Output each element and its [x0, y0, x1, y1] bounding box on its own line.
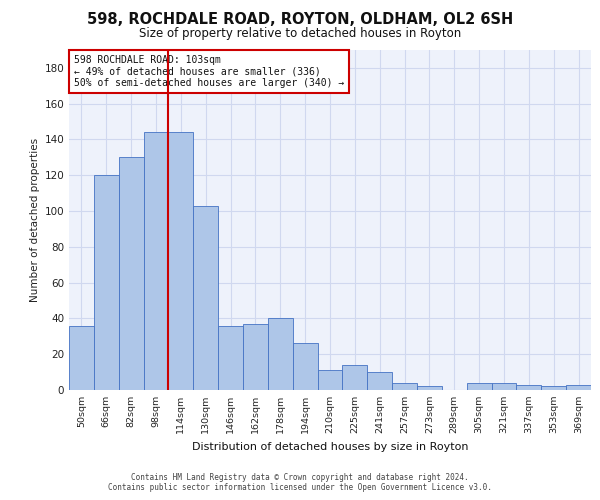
Bar	[94, 176, 119, 390]
Bar	[566, 384, 591, 390]
Text: 598 ROCHDALE ROAD: 103sqm
← 49% of detached houses are smaller (336)
50% of semi: 598 ROCHDALE ROAD: 103sqm ← 49% of detac…	[74, 55, 344, 88]
Text: Contains HM Land Registry data © Crown copyright and database right 2024.
Contai: Contains HM Land Registry data © Crown c…	[108, 473, 492, 492]
Bar	[392, 383, 417, 390]
Bar	[367, 372, 392, 390]
Bar	[541, 386, 566, 390]
Bar	[193, 206, 218, 390]
Bar	[169, 132, 193, 390]
Bar	[317, 370, 343, 390]
Bar	[491, 383, 517, 390]
Text: 598, ROCHDALE ROAD, ROYTON, OLDHAM, OL2 6SH: 598, ROCHDALE ROAD, ROYTON, OLDHAM, OL2 …	[87, 12, 513, 28]
Bar	[467, 383, 491, 390]
X-axis label: Distribution of detached houses by size in Royton: Distribution of detached houses by size …	[192, 442, 468, 452]
Bar	[243, 324, 268, 390]
Bar	[69, 326, 94, 390]
Bar	[417, 386, 442, 390]
Bar	[218, 326, 243, 390]
Bar	[143, 132, 169, 390]
Y-axis label: Number of detached properties: Number of detached properties	[30, 138, 40, 302]
Text: Size of property relative to detached houses in Royton: Size of property relative to detached ho…	[139, 28, 461, 40]
Bar	[268, 318, 293, 390]
Bar	[517, 384, 541, 390]
Bar	[293, 344, 317, 390]
Bar	[343, 365, 367, 390]
Bar	[119, 158, 143, 390]
